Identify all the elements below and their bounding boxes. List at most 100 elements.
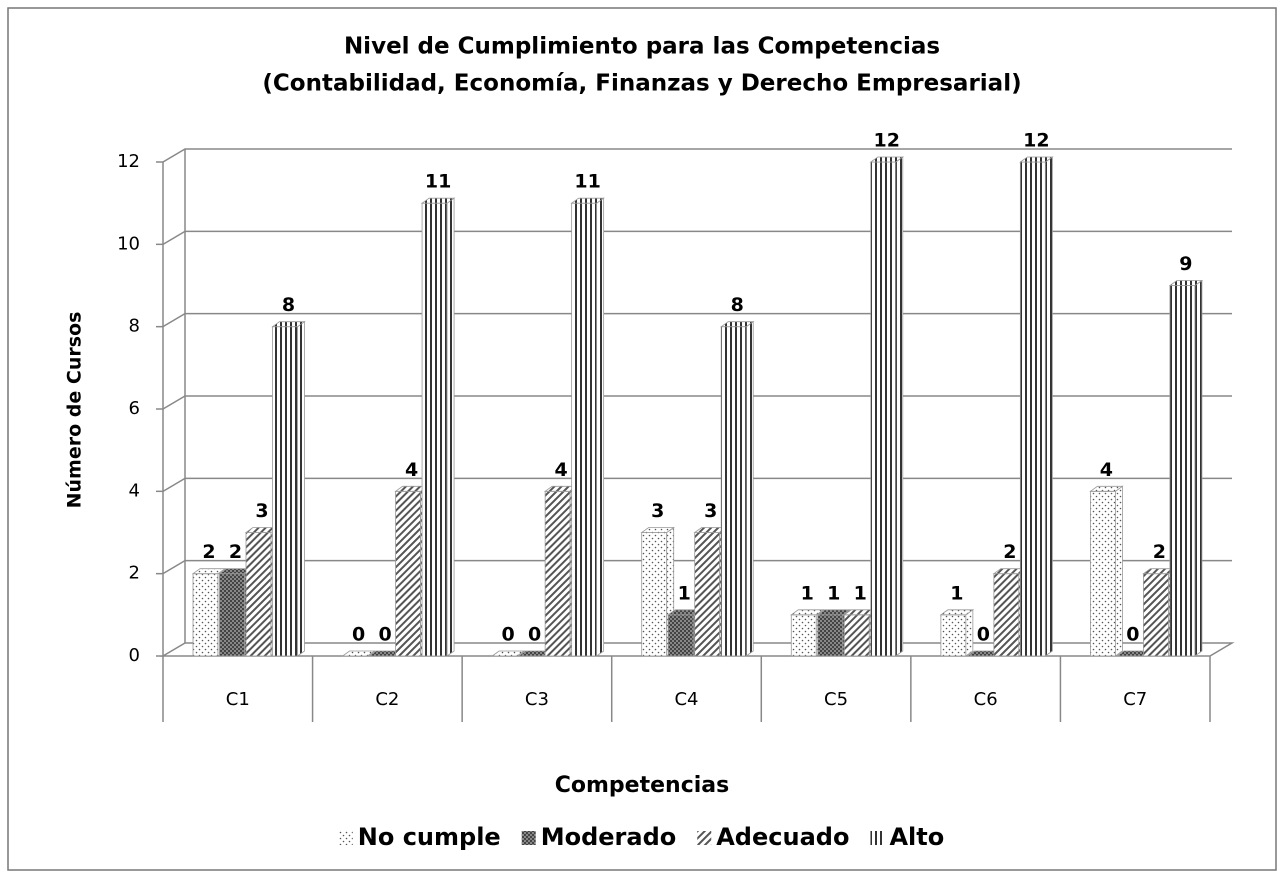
y-tick-label: 12 [117,151,140,172]
data-label: 3 [704,500,717,522]
chart-border [7,7,1277,871]
bar-front [940,614,967,657]
bar-front [272,326,298,657]
y-tick-label: 2 [129,563,140,584]
data-label: 8 [282,294,295,316]
bar [341,650,376,657]
data-label: 0 [378,624,391,646]
bar-side [446,197,455,657]
bar-front [571,202,598,657]
bar-front [219,573,245,657]
bar [271,320,306,657]
bar-side [895,156,904,657]
bar-top [790,609,825,616]
bar-front [1169,285,1196,657]
bar-front [790,614,817,657]
bar-front [870,161,897,657]
legend-label: Adecuado [716,823,849,851]
x-tick-label: C2 [375,689,399,710]
data-label: 1 [827,582,840,604]
bar [869,156,905,657]
data-label: 11 [574,171,600,193]
bar-top [939,609,975,616]
bar-side [745,320,754,657]
bar-top [570,197,605,204]
bar-top [640,527,675,533]
bar-side [965,609,974,657]
data-label: 1 [678,582,691,604]
bar-top [1089,485,1124,492]
bar-top [719,321,755,328]
legend-marker [338,831,353,845]
bar [1168,279,1204,657]
bar-side [1044,156,1053,657]
data-label: 1 [801,582,814,604]
data-label: 12 [1023,130,1049,152]
legend-marker [870,831,885,845]
data-label: 8 [731,294,744,316]
legend-label: No cumple [358,823,501,851]
bar-front [421,202,448,657]
data-label: 1 [950,582,963,604]
x-tick-label: C3 [525,689,549,710]
bar [1089,485,1124,657]
bar-side [1194,279,1203,657]
bar-side [596,197,605,657]
bar-top [490,650,526,657]
data-label: 2 [229,541,242,563]
x-tick-label: C7 [1123,689,1147,710]
legend: No cumple Moderado Adecuado Alto [338,823,944,851]
bar [1019,156,1054,657]
bar-front [245,532,272,657]
x-tick-label: C1 [226,689,250,710]
bar-front [641,532,668,657]
bar-front [1090,490,1116,657]
chart-title: (Contabilidad, Economía, Finanzas y Dere… [262,71,1021,97]
data-label: 0 [502,624,515,646]
x-tick-label: C5 [824,689,848,710]
bar-front [192,573,219,657]
bar [490,650,526,657]
bar-top [420,197,456,204]
data-label: 2 [1153,541,1166,563]
bar-top [869,156,905,163]
x-tick-label: C4 [674,689,698,710]
y-tick-label: 4 [129,480,140,501]
legend-marker [521,831,536,845]
bar-front [993,573,1020,657]
grid-line [162,148,1232,163]
bar-top [191,568,227,575]
data-label: 4 [405,459,418,481]
bar-front [395,490,421,657]
data-label: 12 [874,130,900,152]
bar [939,609,975,657]
data-label: 3 [651,500,664,522]
bar [420,197,456,657]
bar-front [1019,161,1046,657]
y-tick-label: 6 [129,398,140,419]
data-label: 3 [255,500,268,522]
bar-top [341,650,376,657]
data-label: 0 [1126,624,1139,646]
bar [1142,567,1177,657]
bar-front [667,614,694,657]
data-label: 0 [528,624,541,646]
bar-front [843,614,870,657]
y-axis-title: Número de Cursos [64,312,86,509]
y-tick-label: 10 [117,233,140,254]
bar-front [1143,573,1169,657]
bar-front [817,614,844,657]
bar-top [271,321,306,328]
x-axis-title: Competencias [555,773,729,798]
data-label: 4 [1100,459,1113,481]
data-label: 2 [202,541,215,563]
data-label: 9 [1179,253,1192,275]
y-tick-label: 8 [129,316,140,337]
y-tick-label: 0 [129,645,140,666]
bar-top [1019,156,1054,163]
bar-side [1115,485,1123,657]
legend-label: Alto [889,823,944,851]
bar-front [720,326,747,657]
bar-top [1168,280,1204,286]
